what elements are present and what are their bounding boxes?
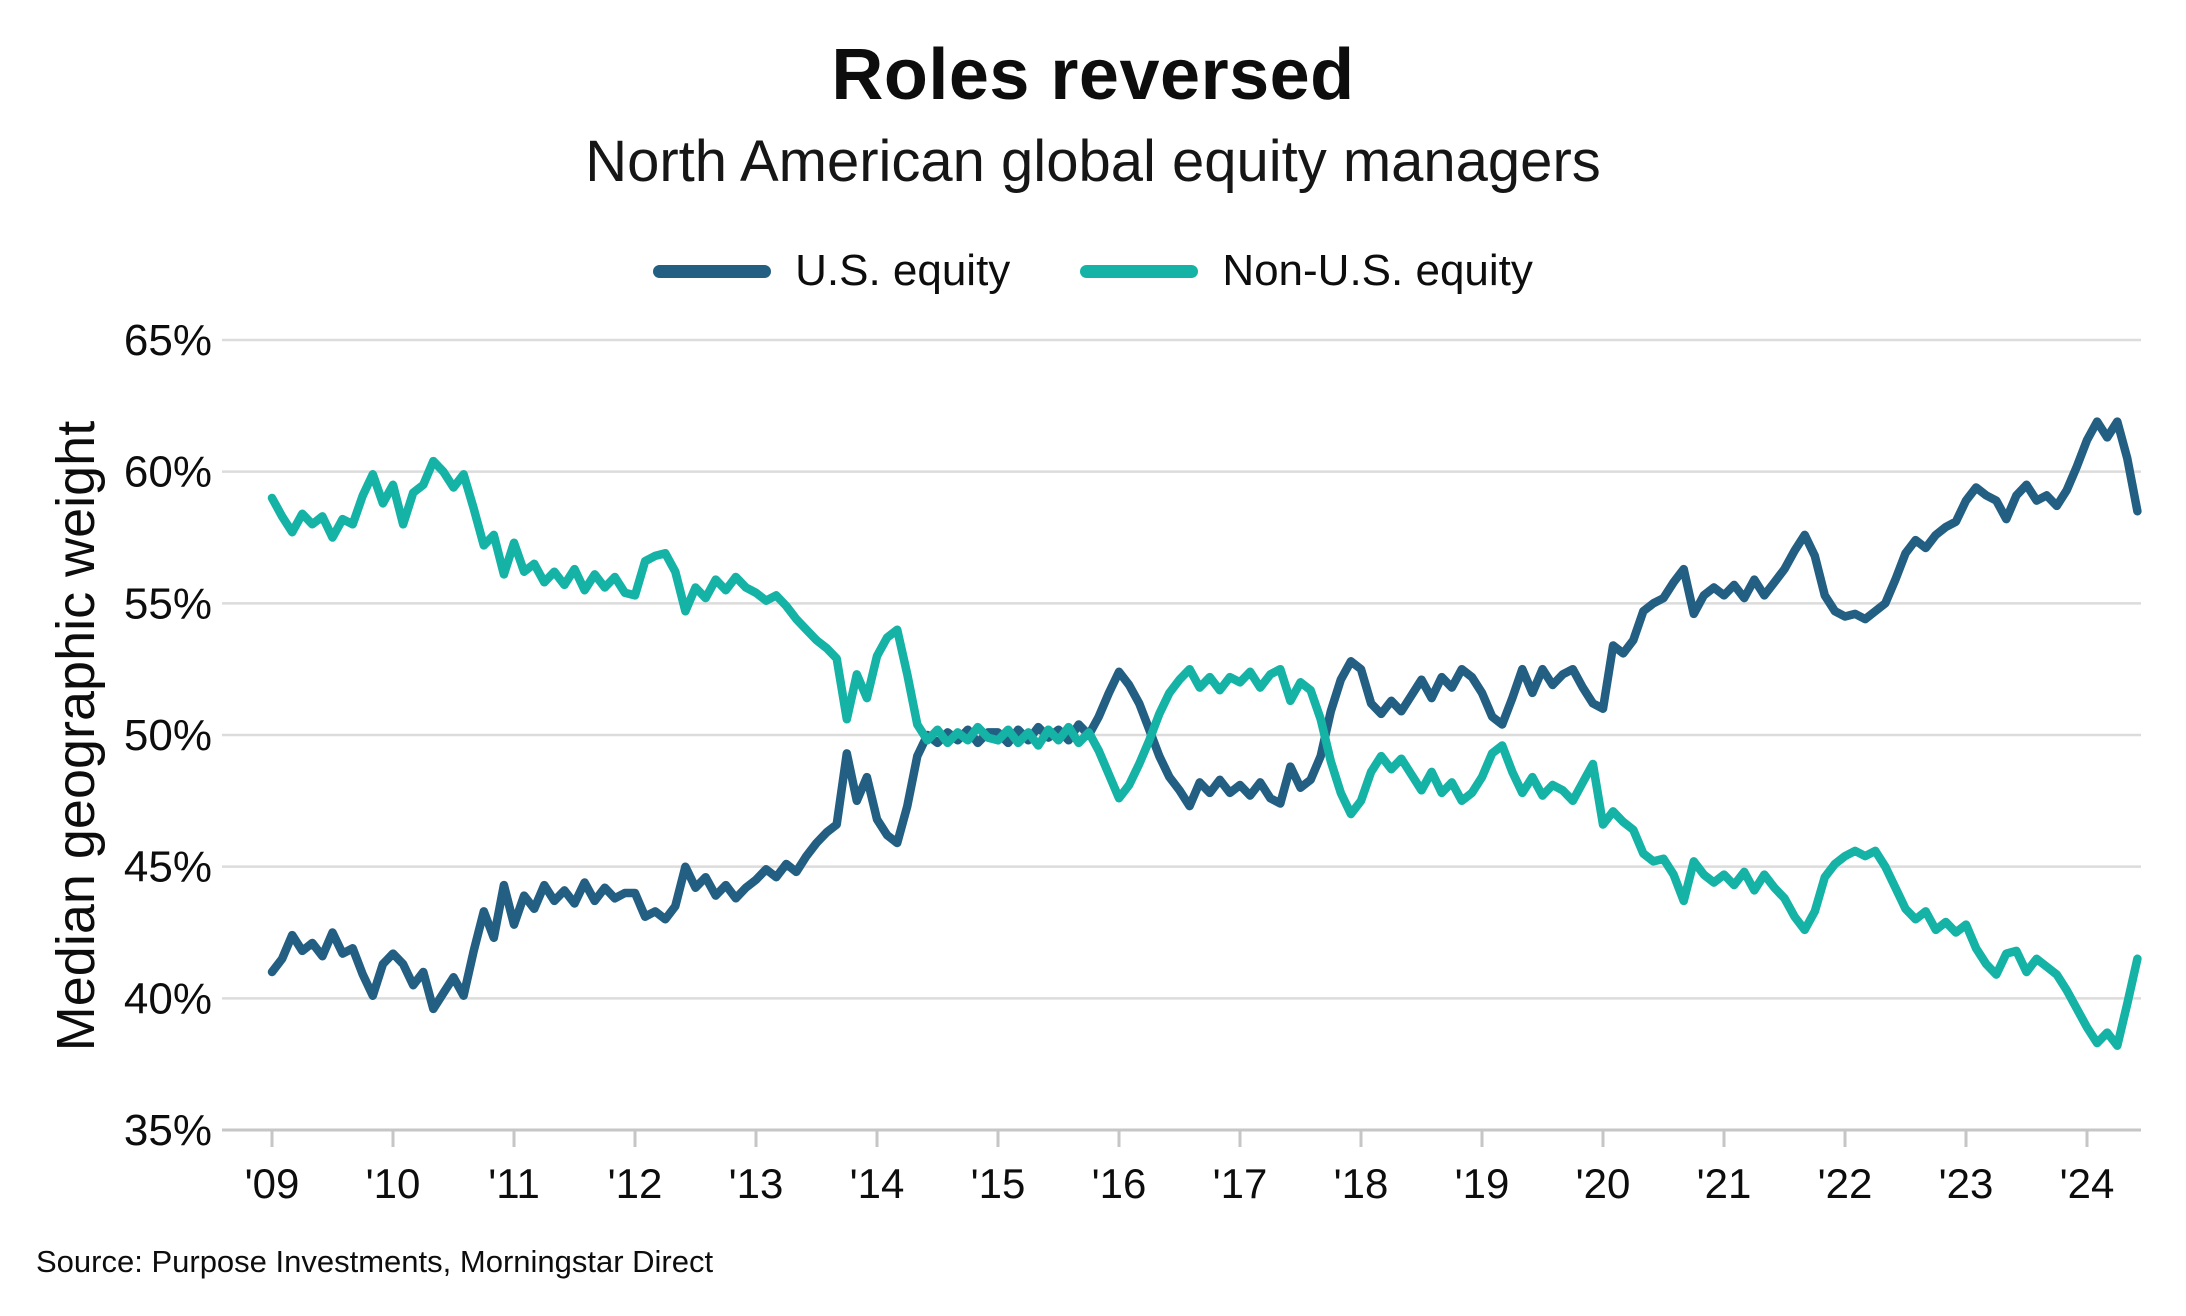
y-tick-label-35: 35% (124, 1106, 212, 1155)
x-tick-label-2017: '17 (1213, 1160, 1268, 1207)
x-tick-label-2010: '10 (366, 1160, 421, 1207)
x-tick-label-2014: '14 (850, 1160, 905, 1207)
non-us-equity-line (267, 456, 2142, 1050)
chart-title: Roles reversed (831, 35, 1355, 115)
y-tick-label-55: 55% (124, 579, 212, 628)
x-tick-label-2024: '24 (2060, 1160, 2115, 1207)
legend: U.S. equity Non-U.S. equity (0, 246, 2186, 296)
source-note: Source: Purpose Investments, Morningstar… (36, 1244, 714, 1279)
y-tick-label-40: 40% (124, 974, 212, 1023)
x-tick-label-2021: '21 (1697, 1160, 1752, 1207)
x-tick-label-2013: '13 (729, 1160, 784, 1207)
non-us-equity-line-swatch (1080, 264, 1199, 278)
x-tick-label-2023: '23 (1939, 1160, 1994, 1207)
x-tick-label-2015: '15 (971, 1160, 1026, 1207)
y-tick-label-50: 50% (124, 711, 212, 760)
x-tick-label-2018: '18 (1334, 1160, 1389, 1207)
x-tick-label-2012: '12 (608, 1160, 663, 1207)
x-tick-label-2022: '22 (1818, 1160, 1873, 1207)
chart-subtitle: North American global equity managers (585, 129, 1601, 194)
x-tick-label-2020: '20 (1576, 1160, 1631, 1207)
legend-item-us-equity: U.S. equity (653, 246, 1010, 296)
y-tick-label-60: 60% (124, 448, 212, 497)
us-equity-line-swatch (653, 264, 772, 278)
x-tick-label-2011: '11 (488, 1160, 540, 1207)
y-tick-label-45: 45% (124, 843, 212, 892)
us-equity-line (267, 417, 2142, 1014)
legend-label-non-us-equity: Non-U.S. equity (1222, 246, 1533, 295)
x-tick-label-2019: '19 (1455, 1160, 1510, 1207)
x-tick-label-2016: '16 (1092, 1160, 1147, 1207)
legend-label-us-equity: U.S. equity (795, 246, 1011, 295)
y-tick-label-65: 65% (124, 316, 212, 365)
legend-item-non-us-equity: Non-U.S. equity (1080, 246, 1533, 296)
x-tick-label-2009: '09 (245, 1160, 300, 1207)
